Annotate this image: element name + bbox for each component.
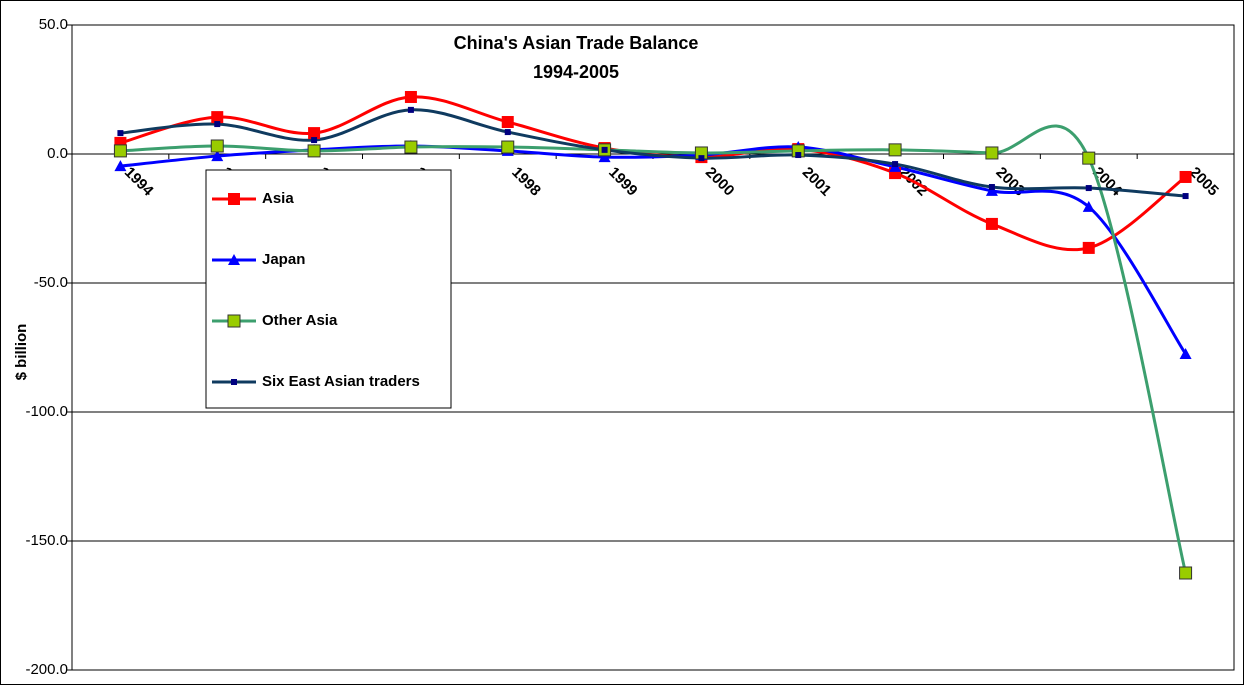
marker (504, 129, 511, 136)
marker (404, 90, 417, 103)
marker (228, 193, 240, 205)
chart-title: China's Asian Trade Balance (454, 33, 699, 53)
marker (598, 151, 611, 163)
legend-label: Japan (262, 251, 305, 268)
marker (698, 155, 705, 162)
marker (795, 152, 802, 159)
marker (1182, 193, 1189, 200)
y-axis-label: $ billion (13, 324, 30, 381)
legend-label: Other Asia (262, 312, 338, 329)
marker (601, 146, 608, 153)
marker (985, 217, 998, 230)
marker (985, 184, 998, 196)
y-tick-label: 50.0 (39, 16, 68, 33)
legend-label: Six East Asian traders (262, 373, 420, 390)
marker (114, 160, 127, 172)
series-line (120, 108, 1186, 198)
marker (988, 184, 995, 191)
marker (892, 161, 899, 168)
marker (113, 144, 127, 158)
chart-subtitle: 1994-2005 (533, 62, 619, 82)
marker (228, 254, 240, 265)
y-tick-label: -200.0 (25, 661, 68, 678)
legend-box (205, 169, 452, 409)
marker (1082, 241, 1095, 254)
marker (117, 130, 124, 137)
marker (404, 140, 418, 154)
y-tick-label: -50.0 (34, 274, 68, 291)
marker (985, 146, 999, 160)
marker (211, 150, 224, 162)
marker (501, 116, 514, 129)
marker (210, 139, 224, 153)
marker (1179, 170, 1192, 183)
marker (888, 143, 902, 157)
marker (1179, 566, 1193, 580)
marker (214, 121, 221, 128)
marker (1082, 200, 1095, 212)
y-tick-label: -100.0 (25, 403, 68, 420)
marker (211, 111, 224, 124)
marker (501, 140, 515, 154)
marker (231, 379, 237, 385)
marker (407, 106, 414, 113)
marker (307, 144, 321, 158)
marker (1085, 185, 1092, 192)
marker (1179, 347, 1192, 359)
marker (308, 127, 321, 140)
marker (227, 314, 241, 328)
marker (1082, 151, 1096, 165)
marker (311, 137, 318, 144)
legend-label: Asia (262, 190, 294, 207)
y-tick-label: -150.0 (25, 532, 68, 549)
y-tick-label: 0.0 (47, 145, 68, 162)
